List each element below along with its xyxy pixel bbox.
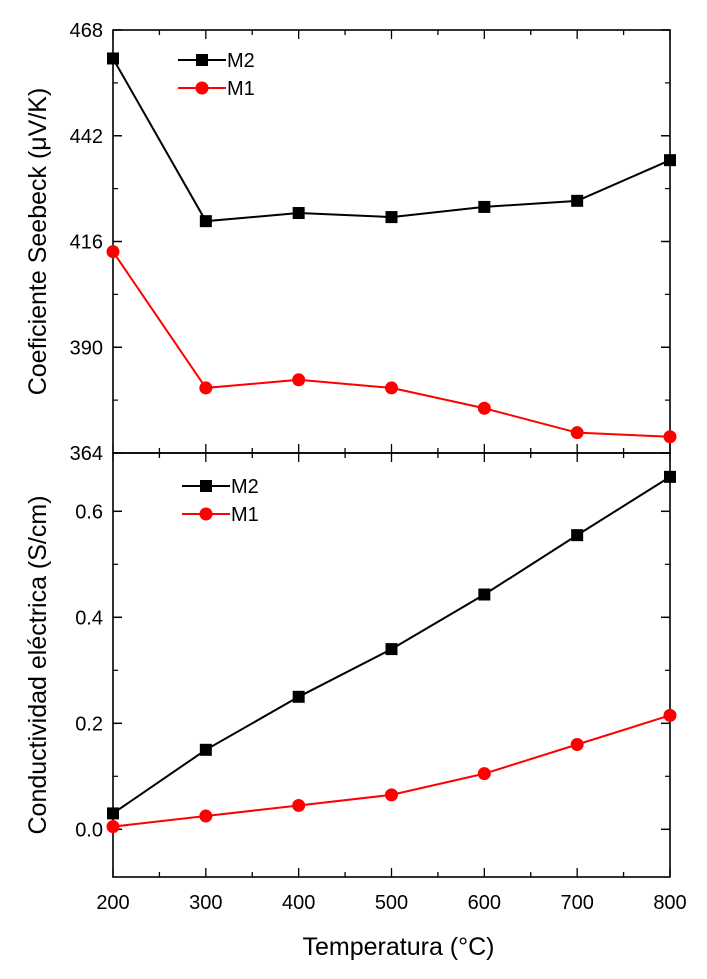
data-point-M1 bbox=[199, 809, 213, 823]
y-axis-label: Coeficiente Seebeck (μV/K) bbox=[24, 88, 52, 396]
data-point-M2 bbox=[478, 588, 491, 601]
x-axis-label: Temperatura (°C) bbox=[303, 933, 495, 961]
plot-frame-bottom bbox=[112, 452, 671, 878]
series-line-M1 bbox=[112, 714, 671, 828]
data-point-M2 bbox=[292, 690, 305, 703]
data-point-M2 bbox=[292, 207, 305, 220]
y-tick-label: 0.4 bbox=[75, 607, 103, 629]
data-point-M1 bbox=[570, 426, 584, 440]
x-tick-label: 700 bbox=[560, 892, 593, 914]
data-point-M1 bbox=[570, 738, 584, 751]
y-tick-label: 0.0 bbox=[75, 819, 103, 841]
data-point-M1 bbox=[663, 708, 677, 722]
legend-label-M1: M1 bbox=[231, 504, 259, 526]
data-point-M1 bbox=[199, 381, 213, 395]
data-point-M1 bbox=[385, 788, 398, 802]
legend-marker-M1 bbox=[195, 81, 209, 95]
data-point-M1 bbox=[292, 373, 306, 387]
legend-marker-M2 bbox=[196, 54, 208, 66]
series-line-M1 bbox=[112, 251, 671, 438]
x-tick-label: 800 bbox=[653, 892, 686, 914]
data-point-M2 bbox=[478, 200, 491, 213]
x-tick-label: 400 bbox=[282, 892, 315, 914]
data-point-M1 bbox=[477, 767, 491, 781]
y-axis-label: Conductividad eléctrica (S/cm) bbox=[24, 495, 52, 834]
y-tick-label: 0.2 bbox=[75, 713, 103, 735]
data-point-M2 bbox=[107, 807, 119, 820]
x-tick-label: 600 bbox=[468, 892, 501, 914]
x-tick-label: 200 bbox=[96, 892, 129, 914]
y-tick-label: 390 bbox=[70, 337, 103, 359]
data-point-M1 bbox=[292, 798, 306, 812]
data-point-M2 bbox=[199, 215, 212, 228]
x-tick-label: 500 bbox=[375, 892, 408, 914]
legend-label-M2: M2 bbox=[231, 476, 259, 498]
y-tick-label: 416 bbox=[70, 232, 103, 254]
data-point-M2 bbox=[664, 154, 676, 167]
data-point-M1 bbox=[385, 381, 398, 395]
series-line-M2 bbox=[112, 57, 671, 223]
legend-marker-M2 bbox=[200, 480, 212, 492]
data-point-M1 bbox=[106, 820, 120, 834]
data-point-M1 bbox=[663, 430, 677, 444]
y-tick-label: 0.6 bbox=[75, 501, 103, 523]
legend-label-M2: M2 bbox=[227, 50, 255, 72]
data-point-M1 bbox=[477, 401, 491, 415]
legend-marker-M1 bbox=[199, 507, 213, 521]
y-tick-label: 442 bbox=[70, 126, 103, 148]
data-point-M2 bbox=[385, 211, 398, 224]
y-tick-label: 468 bbox=[70, 20, 103, 42]
data-point-M2 bbox=[385, 643, 398, 656]
data-point-M2 bbox=[571, 194, 584, 207]
data-point-M2 bbox=[571, 529, 584, 542]
data-point-M2 bbox=[664, 470, 676, 483]
legend-label-M1: M1 bbox=[227, 78, 255, 100]
data-point-M2 bbox=[199, 743, 212, 756]
data-point-M2 bbox=[107, 52, 119, 65]
y-tick-label: 364 bbox=[70, 443, 103, 465]
x-tick-label: 300 bbox=[189, 892, 222, 914]
data-point-M1 bbox=[106, 245, 120, 259]
